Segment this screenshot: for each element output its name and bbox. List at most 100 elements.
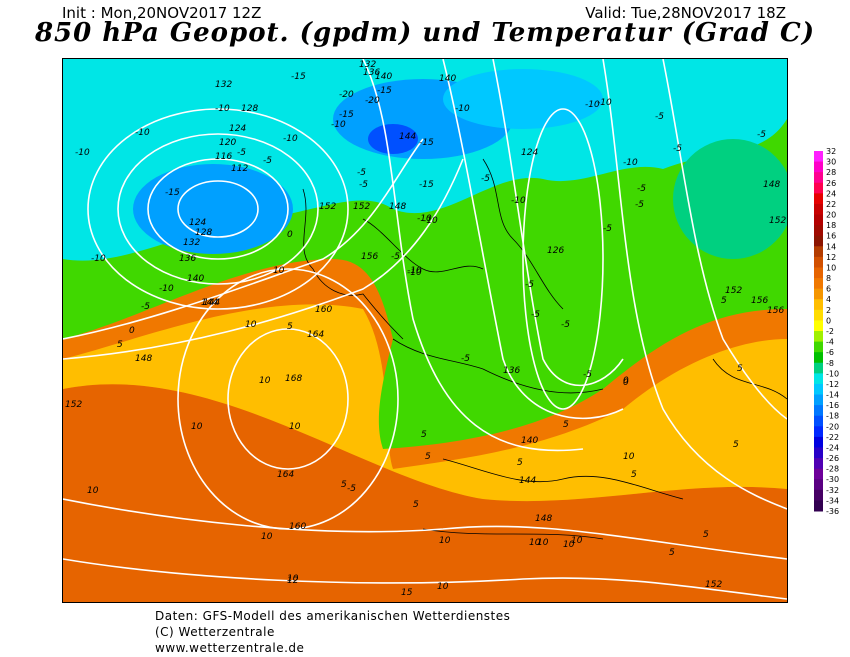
colorbar-tick-label: 2: [826, 306, 831, 315]
colorbar-segment: [814, 246, 823, 258]
gpdm-label: 124: [229, 124, 246, 134]
gpdm-label: 144: [519, 476, 536, 486]
gpdm-label: 144: [399, 132, 416, 142]
gpdm-label: 136: [503, 366, 520, 376]
colorbar-tick-label: -14: [826, 391, 839, 400]
colorbar-segment: [814, 479, 823, 491]
temp-label: 10: [273, 266, 285, 276]
temp-label: 10: [287, 574, 299, 584]
gpdm-label: 152: [319, 202, 336, 212]
colorbar-tick-label: 20: [826, 211, 836, 220]
colorbar-segment: [814, 193, 823, 205]
temp-label: 5: [517, 458, 523, 468]
temp-label: 10: [261, 532, 273, 542]
temp-label: -10: [283, 134, 298, 144]
temp-label: -5: [637, 184, 646, 194]
temp-label: -5: [391, 252, 400, 262]
colorbar-segment: [814, 235, 823, 247]
gpdm-label: 144: [203, 298, 220, 308]
colorbar-segment: [814, 320, 823, 332]
gpdm-label: 140: [187, 274, 204, 284]
colorbar-tick-label: -4: [826, 338, 834, 347]
colorbar-segment: [814, 172, 823, 184]
temp-label: -5: [481, 174, 490, 184]
colorbar-tick-label: -24: [826, 443, 839, 452]
colorbar-tick-label: -6: [826, 348, 834, 357]
colorbar-segment: [814, 373, 823, 385]
gpdm-label: 132: [359, 60, 376, 70]
colorbar-tick-label: 16: [826, 232, 836, 241]
gpdm-label: 152: [353, 202, 370, 212]
temp-label: -5: [263, 156, 272, 166]
colorbar-tick-label: 22: [826, 200, 836, 209]
temp-label: -15: [377, 86, 392, 96]
temp-label: 5: [703, 530, 709, 540]
colorbar-tick-label: 24: [826, 189, 836, 198]
colorbar-segment: [814, 214, 823, 226]
temp-label: -15: [419, 138, 434, 148]
gpdm-label: 144: [201, 298, 218, 308]
gpdm-label: 140: [439, 74, 456, 84]
temperature-labels: -15 -10 -10 -10 -10 -5 -5 -15 -20 -15 -2…: [75, 72, 766, 598]
colorbar-graphic: 32302826242220181614121086420-2-4-6-8-10…: [814, 147, 839, 516]
colorbar-segment: [814, 468, 823, 480]
temp-label: -5: [359, 180, 368, 190]
temp-label: 10: [563, 540, 575, 550]
colorbar-segment: [814, 331, 823, 343]
colorbar-segment: [814, 352, 823, 364]
colorbar-tick-label: 4: [826, 295, 831, 304]
temp-label: -5: [757, 130, 766, 140]
geopotential-labels: 132 128 124 120 116 112 124 128 132 136 …: [65, 60, 786, 590]
temp-label: -10: [407, 266, 422, 276]
gpdm-label: 124: [189, 218, 206, 228]
temp-label: -5: [141, 302, 150, 312]
cold-core: [368, 124, 418, 154]
temp-label: 10: [437, 582, 449, 592]
temp-label: 10: [537, 538, 549, 548]
colorbar-segment: [814, 426, 823, 438]
cold-pocket-atlantic: [133, 164, 293, 254]
gpdm-label: 160: [289, 522, 306, 532]
geopotential-contours: [63, 59, 787, 600]
east-cool: [673, 139, 787, 259]
colorbar-tick-label: -8: [826, 359, 834, 368]
temp-label: 5: [563, 420, 569, 430]
temp-label: -5: [561, 320, 570, 330]
colorbar-tick-label: -34: [826, 496, 839, 505]
temp-label: 10: [245, 320, 257, 330]
temp-label: 5: [421, 430, 427, 440]
colorbar-segment: [814, 341, 823, 353]
gpdm-label: 152: [769, 216, 786, 226]
temp-label: -5: [655, 112, 664, 122]
gpdm-label: 156: [767, 306, 784, 316]
chart-title: 850 hPa Geopot. (gpdm) und Temperatur (G…: [34, 18, 816, 48]
cold-pocket-north: [443, 69, 603, 129]
temp-label: -5: [673, 144, 682, 154]
gpdm-label: 140: [375, 72, 392, 82]
colorbar-tick-label: 6: [826, 285, 831, 294]
init-time-label: Init : Mon,20NOV2017 12Z: [62, 4, 262, 22]
colorbar-segment: [814, 436, 823, 448]
temp-label: 5: [721, 296, 727, 306]
temp-label: -10: [423, 216, 438, 226]
temp-label: 5: [117, 340, 123, 350]
temp-label: -5: [461, 354, 470, 364]
temp-label: 10: [289, 422, 301, 432]
colorbar-tick-label: -10: [826, 369, 839, 378]
temp-label: 5: [413, 500, 419, 510]
temp-label: -5: [635, 200, 644, 210]
hot-field-south: [63, 384, 787, 602]
colorbar-segment: [814, 309, 823, 321]
colorbar-segment: [814, 256, 823, 268]
colorbar-tick-label: -12: [826, 380, 839, 389]
temp-label: 0: [623, 378, 629, 388]
colorbar-tick-label: 10: [826, 263, 836, 272]
colorbar-tick-label: 0: [826, 316, 831, 325]
temp-label: 10: [623, 452, 635, 462]
colorbar-tick-label: -28: [826, 465, 839, 474]
gpdm-label: 152: [65, 400, 82, 410]
colorbar-tick-label: 28: [826, 168, 836, 177]
colorbar-tick-label: -20: [826, 422, 839, 431]
temp-label: -10: [331, 120, 346, 130]
colorbar-tick-label: -22: [826, 433, 839, 442]
